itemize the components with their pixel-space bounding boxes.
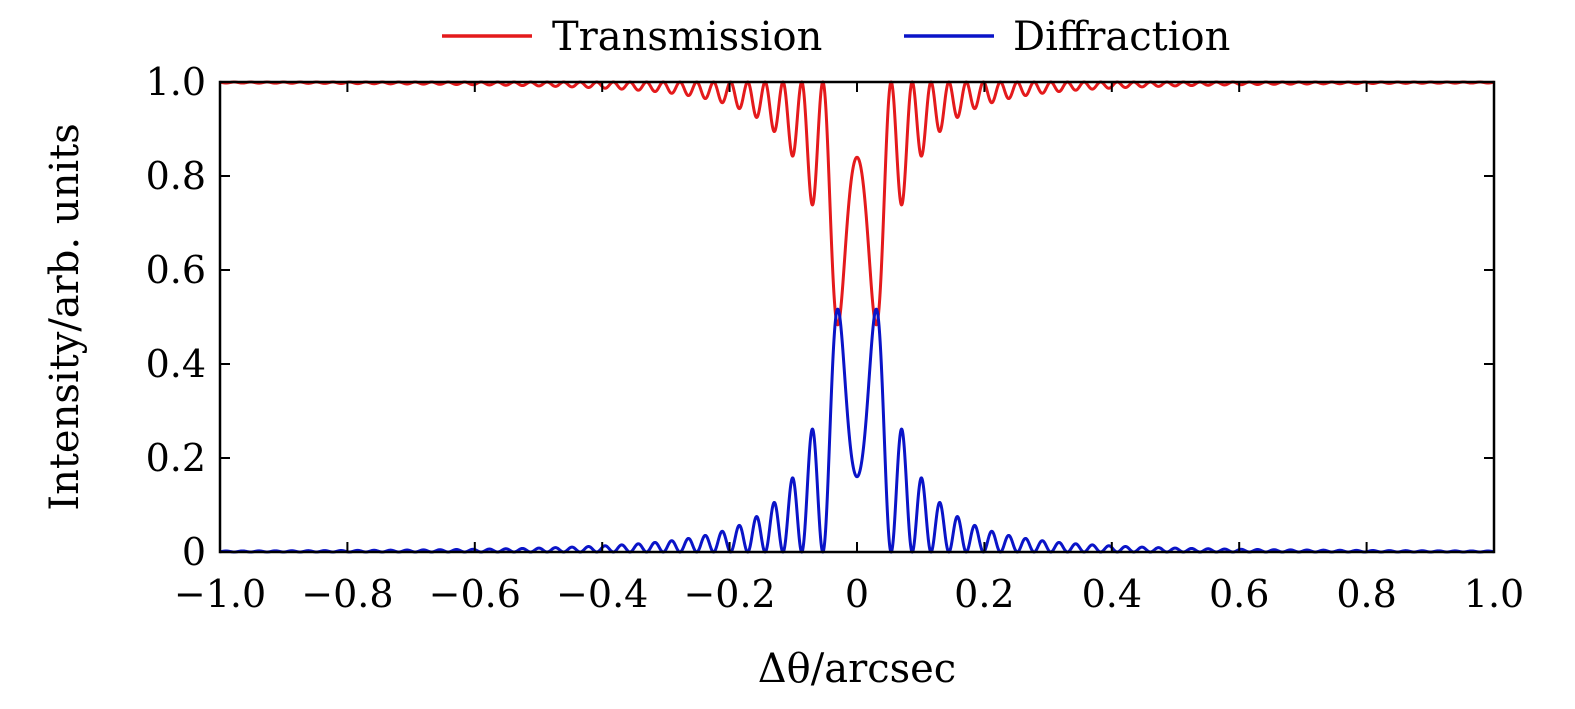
legend-label-transmission: Transmission [552, 14, 822, 60]
x-tick-label: 0.2 [954, 572, 1014, 616]
x-axis-title: Δθ/arcsec [758, 646, 956, 692]
series-line-transmission [219, 80, 1495, 327]
legend-label-diffraction: Diffraction [1013, 14, 1230, 60]
y-axis-title: Intensity/arb. units [42, 123, 88, 510]
plot-area [219, 80, 1495, 554]
x-tick-label: −1.0 [174, 572, 266, 616]
x-tick-label: −0.6 [429, 572, 521, 616]
plot-frame [218, 80, 1496, 554]
x-tick-label: −0.8 [301, 572, 393, 616]
y-axis: 0 0.2 0.4 0.6 0.8 1.0 [146, 60, 1494, 574]
y-tick-label: 1.0 [146, 60, 206, 104]
series-line-diffraction [219, 307, 1495, 554]
x-tick-label: 0 [845, 572, 869, 616]
x-tick-label: −0.4 [556, 572, 648, 616]
y-tick-label: 0.4 [146, 342, 206, 386]
y-tick-label: 0.2 [146, 436, 206, 480]
x-tick-label: 0.6 [1209, 572, 1269, 616]
x-axis: −1.0 −0.8 −0.6 −0.4 −0.2 0 0.2 0.4 0.6 0.8 1.0 [174, 82, 1524, 616]
x-tick-label: 0.4 [1082, 572, 1142, 616]
x-tick-label: 1.0 [1464, 572, 1524, 616]
y-tick-label: 0.6 [146, 248, 206, 292]
y-tick-label: 0 [182, 530, 206, 574]
x-tick-label: 0.8 [1336, 572, 1396, 616]
legend: Transmission Diffraction [442, 14, 1230, 60]
y-tick-label: 0.8 [146, 154, 206, 198]
x-tick-label: −0.2 [683, 572, 775, 616]
